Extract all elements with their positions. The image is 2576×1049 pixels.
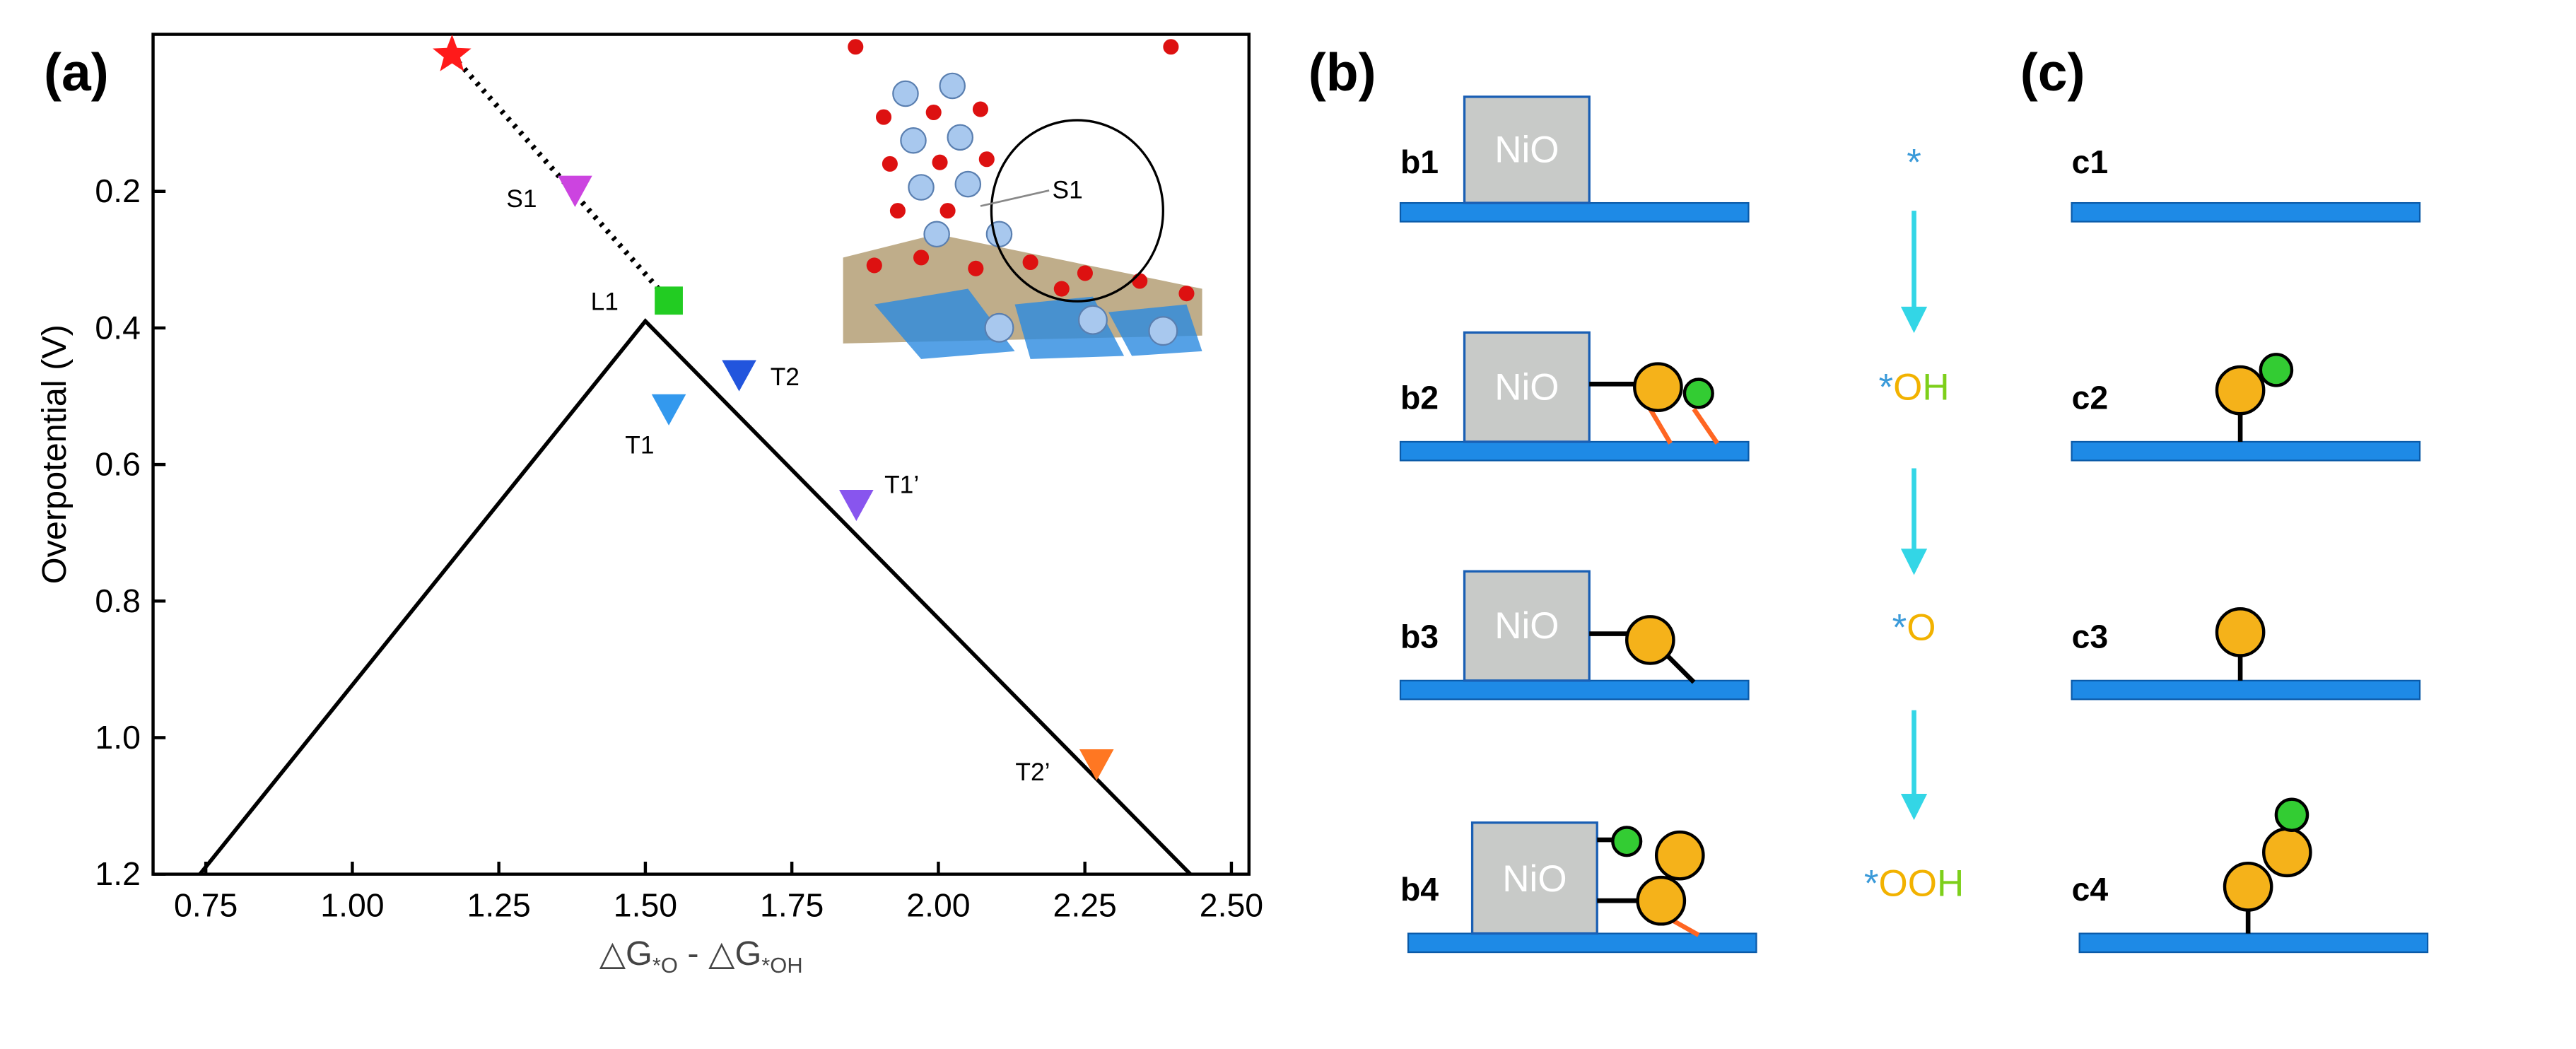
x-axis-title-part: *O (652, 953, 678, 978)
plot-frame (151, 33, 1251, 876)
point-label: T1’ (884, 471, 919, 498)
y-tick-label: 0.8 (95, 582, 140, 619)
species-label: *OH (1878, 366, 1949, 408)
x-tick-label: 2.00 (906, 886, 970, 923)
y-tick-label: 0.6 (95, 446, 140, 483)
x-tick-label: 0.75 (174, 886, 238, 923)
data-point (1079, 749, 1114, 781)
y-axis-title: Overpotential (V) (35, 324, 74, 584)
species-part: * (1878, 366, 1893, 408)
row-label: c3 (2072, 618, 2109, 655)
row-label: b4 (1400, 871, 1439, 908)
data-point (558, 175, 592, 207)
x-tick-label: 1.50 (614, 886, 677, 923)
data-point (722, 360, 756, 392)
y-tick-label: 0.2 (95, 172, 140, 209)
point-label: T2 (771, 363, 800, 391)
species-part: * (1892, 606, 1907, 648)
point-label: S1 (506, 185, 537, 213)
data-point (655, 286, 683, 315)
species-part: * (1907, 141, 1921, 183)
data-point (433, 34, 472, 71)
species-part: OO (1878, 863, 1936, 905)
point-label: T2’ (1015, 758, 1050, 786)
species-part: O (1907, 606, 1936, 648)
x-axis-title-part: - △G (678, 934, 761, 973)
panel-c: c1 c2 c3 c4 (2071, 143, 2429, 954)
row-label: b3 (1400, 618, 1439, 655)
row-label: b1 (1400, 143, 1439, 180)
box-label: NiO (1494, 605, 1559, 647)
point-label: L1 (591, 288, 619, 316)
species-label: *O (1892, 606, 1936, 648)
box-label: NiO (1502, 858, 1567, 900)
data-point (651, 394, 686, 426)
row-label: c4 (2072, 871, 2109, 908)
panel-label: (a) (44, 42, 109, 102)
volcano-line (198, 318, 1192, 876)
point-label: T1 (625, 432, 654, 459)
x-tick-label: 1.25 (467, 886, 531, 923)
row-label: b2 (1400, 380, 1439, 416)
species-part: H (1922, 366, 1949, 408)
x-axis-title-part: *OH (761, 953, 802, 978)
y-tick-label: 1.2 (95, 855, 140, 892)
x-axis-title-part: △G (599, 934, 652, 973)
box-label: NiO (1494, 129, 1559, 171)
data-point (839, 489, 874, 522)
x-axis-title: △G*O - △G*OH (599, 934, 803, 978)
species-label: * (1907, 141, 1921, 183)
panel-label: (b) (1309, 42, 1376, 102)
species-part: O (1893, 366, 1922, 408)
x-tick-label: 1.00 (320, 886, 384, 923)
row-label: c2 (2072, 380, 2109, 416)
inset: S1 (835, 37, 1204, 369)
species-part: * (1864, 863, 1879, 905)
species-part: H (1937, 863, 1964, 905)
y-tick-label: 0.4 (95, 309, 140, 346)
y-tick-label: 1.0 (95, 719, 140, 756)
row-label: c1 (2072, 143, 2109, 180)
inset-label: S1 (1053, 176, 1083, 204)
trend-line (450, 53, 671, 303)
panel-b: NiO b1 NiO b2 NiO b3 NiO b4 * (1399, 95, 1964, 954)
x-tick-label: 2.50 (1200, 886, 1263, 923)
species-label: *OOH (1864, 863, 1964, 905)
box-label: NiO (1494, 366, 1559, 408)
x-tick-label: 2.25 (1053, 886, 1117, 923)
x-tick-label: 1.75 (760, 886, 824, 923)
panel-label: (c) (2020, 42, 2085, 102)
